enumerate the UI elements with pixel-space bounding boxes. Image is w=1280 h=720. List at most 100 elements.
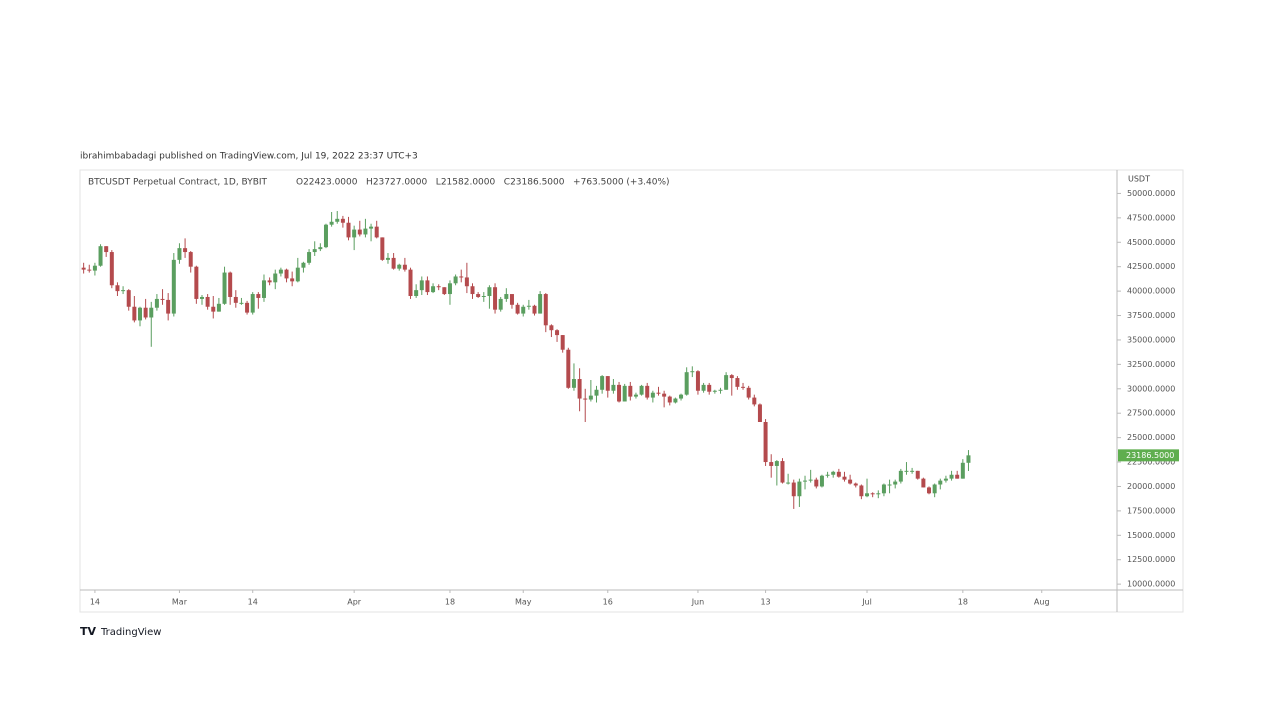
ohlc-legend: O22423.0000 H23727.0000 L21582.0000 C231… xyxy=(296,178,670,188)
candle-body xyxy=(927,487,932,494)
candle-body xyxy=(290,278,295,282)
candle-body xyxy=(560,335,565,350)
candle-body xyxy=(374,226,379,238)
x-tick-label: 14 xyxy=(90,598,100,607)
candle-body xyxy=(476,294,481,297)
candle-body xyxy=(791,482,796,497)
candle-body xyxy=(865,493,870,497)
candle-body xyxy=(943,478,948,481)
candle-body xyxy=(566,349,571,388)
candle-body xyxy=(397,264,402,269)
candle-body xyxy=(363,228,368,235)
y-tick-label: 10000.0000 xyxy=(1127,580,1175,589)
y-tick-label: 40000.0000 xyxy=(1127,287,1175,296)
candle-body xyxy=(848,479,853,484)
candle-body xyxy=(340,218,345,223)
candle-body xyxy=(385,257,390,260)
candle-body xyxy=(955,474,960,479)
candle-body xyxy=(76,259,80,268)
candle-body xyxy=(746,387,751,398)
x-tick-label: 14 xyxy=(248,598,258,607)
y-tick-label: 32500.0000 xyxy=(1127,360,1175,369)
candle-body xyxy=(588,395,593,400)
candle-body xyxy=(673,398,678,403)
y-tick-label: 20000.0000 xyxy=(1127,482,1175,491)
x-tick-label: Mar xyxy=(172,598,188,607)
candle-body xyxy=(493,287,498,310)
candle-body xyxy=(583,398,588,400)
candle-body xyxy=(712,390,717,392)
candle-body xyxy=(171,259,176,314)
candle-body xyxy=(233,296,238,303)
y-tick-label: 15000.0000 xyxy=(1127,531,1175,540)
candle-body xyxy=(380,237,385,260)
candle-body xyxy=(487,287,492,296)
candle-body xyxy=(109,252,114,286)
x-tick-label: 13 xyxy=(760,598,770,607)
chart-frame xyxy=(79,169,1184,613)
candle-body xyxy=(278,269,283,274)
candle-body xyxy=(211,306,216,312)
candle-body xyxy=(369,226,374,229)
x-tick-label: Jul xyxy=(861,598,872,607)
candle-body xyxy=(419,280,424,291)
candle-body xyxy=(757,404,762,422)
x-tick-label: Apr xyxy=(347,598,362,607)
candle-body xyxy=(870,493,875,495)
candle-body xyxy=(250,294,255,313)
candle-body xyxy=(245,302,250,313)
candle-body xyxy=(92,265,97,271)
candle-body xyxy=(312,249,317,253)
candle-body xyxy=(814,479,819,487)
candle-body xyxy=(87,269,92,271)
candle-body xyxy=(667,396,672,403)
candle-body xyxy=(498,298,503,310)
candle-body xyxy=(966,455,971,463)
candle-body xyxy=(915,470,920,479)
candle-body xyxy=(143,307,148,318)
candle-body xyxy=(819,475,824,487)
candle-body xyxy=(526,305,531,307)
candle-body xyxy=(194,266,199,299)
candle-body xyxy=(735,378,740,387)
candle-body xyxy=(509,294,514,305)
candle-body xyxy=(774,461,779,466)
candle-body xyxy=(932,484,937,494)
candle-body xyxy=(893,481,898,485)
candle-body xyxy=(98,246,103,266)
candle-body xyxy=(887,484,892,486)
candle-body xyxy=(780,461,785,483)
candle-body xyxy=(555,330,560,336)
candle-body xyxy=(515,304,520,314)
candle-body xyxy=(543,294,548,326)
y-tick-label: 25000.0000 xyxy=(1127,433,1175,442)
candle-body xyxy=(684,372,689,395)
candle-body xyxy=(104,246,109,253)
candle-body xyxy=(600,376,605,390)
candle-body xyxy=(538,294,543,314)
candle-body xyxy=(295,267,300,282)
y-tick-label: 47500.0000 xyxy=(1127,213,1175,222)
candle-body xyxy=(425,280,430,293)
candle-body xyxy=(216,303,221,312)
candle-body xyxy=(752,397,757,405)
candle-body xyxy=(199,296,204,299)
candle-body xyxy=(797,481,802,497)
candle-body xyxy=(825,474,830,476)
y-tick-label: 45000.0000 xyxy=(1127,238,1175,247)
candle-body xyxy=(594,389,599,396)
candle-body xyxy=(137,307,142,321)
y-tick-label: 22500.0000 xyxy=(1127,458,1175,467)
x-tick-label: 18 xyxy=(445,598,455,607)
candle-body xyxy=(188,252,193,267)
candle-body xyxy=(323,224,328,248)
candle-body xyxy=(701,384,706,391)
candle-body xyxy=(729,375,734,379)
candle-body xyxy=(921,478,926,488)
candle-body xyxy=(177,248,182,260)
candle-body xyxy=(718,389,723,391)
candle-body xyxy=(346,222,351,238)
candle-body xyxy=(633,394,638,397)
candle-body xyxy=(357,229,362,235)
